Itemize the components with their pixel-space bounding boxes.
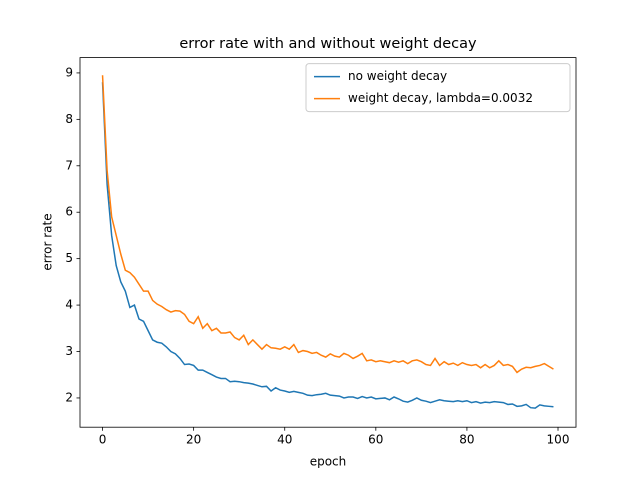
legend-box xyxy=(305,63,571,113)
x-tick-label: 20 xyxy=(186,433,201,447)
y-tick-label: 4 xyxy=(65,298,73,312)
y-tick-label: 2 xyxy=(65,390,73,404)
x-tick-label: 0 xyxy=(99,433,107,447)
x-tick-label: 80 xyxy=(459,433,474,447)
x-axis-label: epoch xyxy=(310,455,347,469)
legend-label: no weight decay xyxy=(348,69,447,83)
y-tick-label: 5 xyxy=(65,251,73,265)
chart-title: error rate with and without weight decay xyxy=(179,36,477,52)
x-tick-label: 60 xyxy=(368,433,383,447)
line-series xyxy=(101,82,554,409)
y-tick-label: 9 xyxy=(65,65,73,79)
y-tick-label: 8 xyxy=(65,112,73,126)
legend-label: weight decay, lambda=0.0032 xyxy=(348,91,533,105)
y-axis-label: error rate xyxy=(41,213,55,270)
line-series xyxy=(101,75,554,374)
y-tick-label: 7 xyxy=(65,158,73,172)
y-tick-label: 3 xyxy=(65,344,73,358)
x-tick-label: 100 xyxy=(547,433,570,447)
x-tick-label: 40 xyxy=(277,433,292,447)
y-tick-label: 6 xyxy=(65,205,73,219)
plot-frame xyxy=(79,57,577,428)
